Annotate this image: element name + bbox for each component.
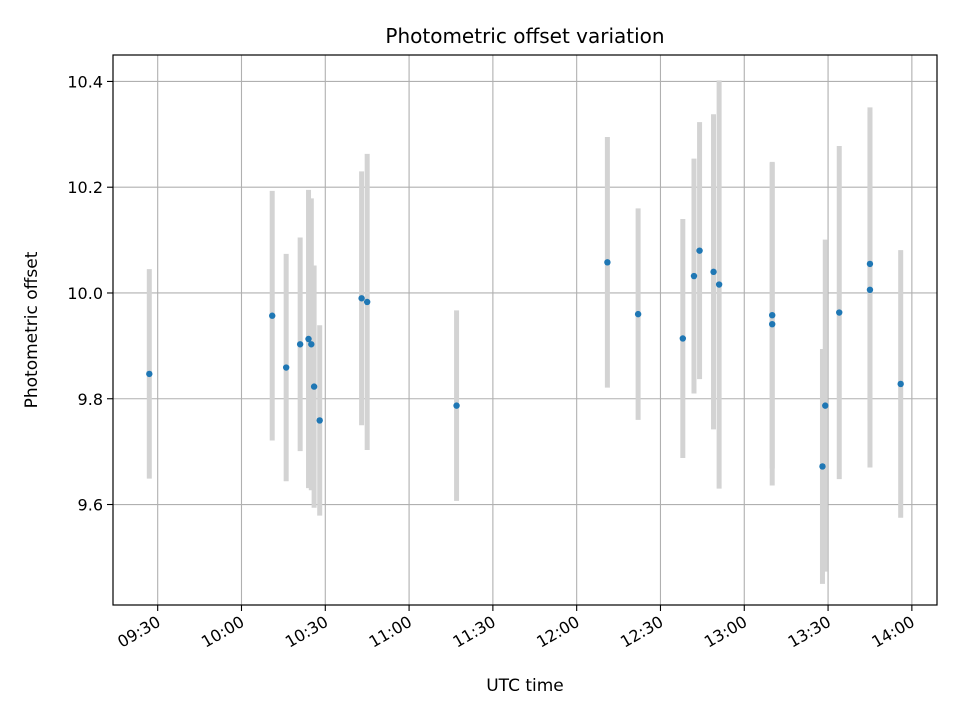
x-tick-label: 14:00 <box>868 612 917 652</box>
y-axis-label: Photometric offset <box>22 251 42 408</box>
y-tick-label: 9.8 <box>78 390 103 409</box>
data-point <box>604 259 611 266</box>
data-point <box>690 272 698 280</box>
y-tick-label: 10.0 <box>67 284 103 303</box>
chart-title: Photometric offset variation <box>385 24 664 48</box>
data-point <box>316 417 323 424</box>
y-tick-label: 10.4 <box>67 72 103 91</box>
x-tick-label: 10:00 <box>198 612 247 652</box>
data-point <box>305 335 312 343</box>
x-axis-label: UTC time <box>486 676 564 696</box>
data-point <box>769 320 776 328</box>
data-point <box>715 281 723 288</box>
y-tick-label: 9.6 <box>78 496 103 515</box>
data-point <box>296 341 304 348</box>
data-point <box>822 402 829 409</box>
x-tick-label: 11:00 <box>366 612 415 652</box>
x-tick-label: 12:30 <box>617 612 666 652</box>
data-point <box>696 247 703 254</box>
data-point <box>308 341 315 348</box>
x-tick-label: 09:30 <box>114 612 163 652</box>
data-point <box>866 286 874 294</box>
data-point <box>897 380 904 388</box>
data-point <box>363 298 371 306</box>
data-point <box>146 370 153 378</box>
y-tick-label: 10.2 <box>67 178 103 197</box>
plot-frame <box>112 54 938 606</box>
data-point <box>358 295 365 302</box>
data-point <box>819 463 826 470</box>
data-point <box>679 335 687 342</box>
x-tick-label: 13:30 <box>785 612 834 652</box>
data-point <box>634 310 642 318</box>
data-point <box>453 402 460 409</box>
data-point <box>836 309 843 316</box>
data-point <box>769 311 776 319</box>
data-point <box>710 268 717 276</box>
error-bars <box>146 80 904 584</box>
data-point <box>310 383 318 390</box>
x-tick-label: 10:30 <box>282 612 331 652</box>
x-tick-label: 12:00 <box>533 612 582 652</box>
data-point <box>866 260 874 268</box>
x-tick-label: 11:30 <box>449 612 498 652</box>
data-points <box>146 247 904 470</box>
data-point <box>269 312 276 319</box>
grid <box>113 55 937 605</box>
data-point <box>282 364 290 371</box>
x-tick-label: 13:00 <box>701 612 750 652</box>
